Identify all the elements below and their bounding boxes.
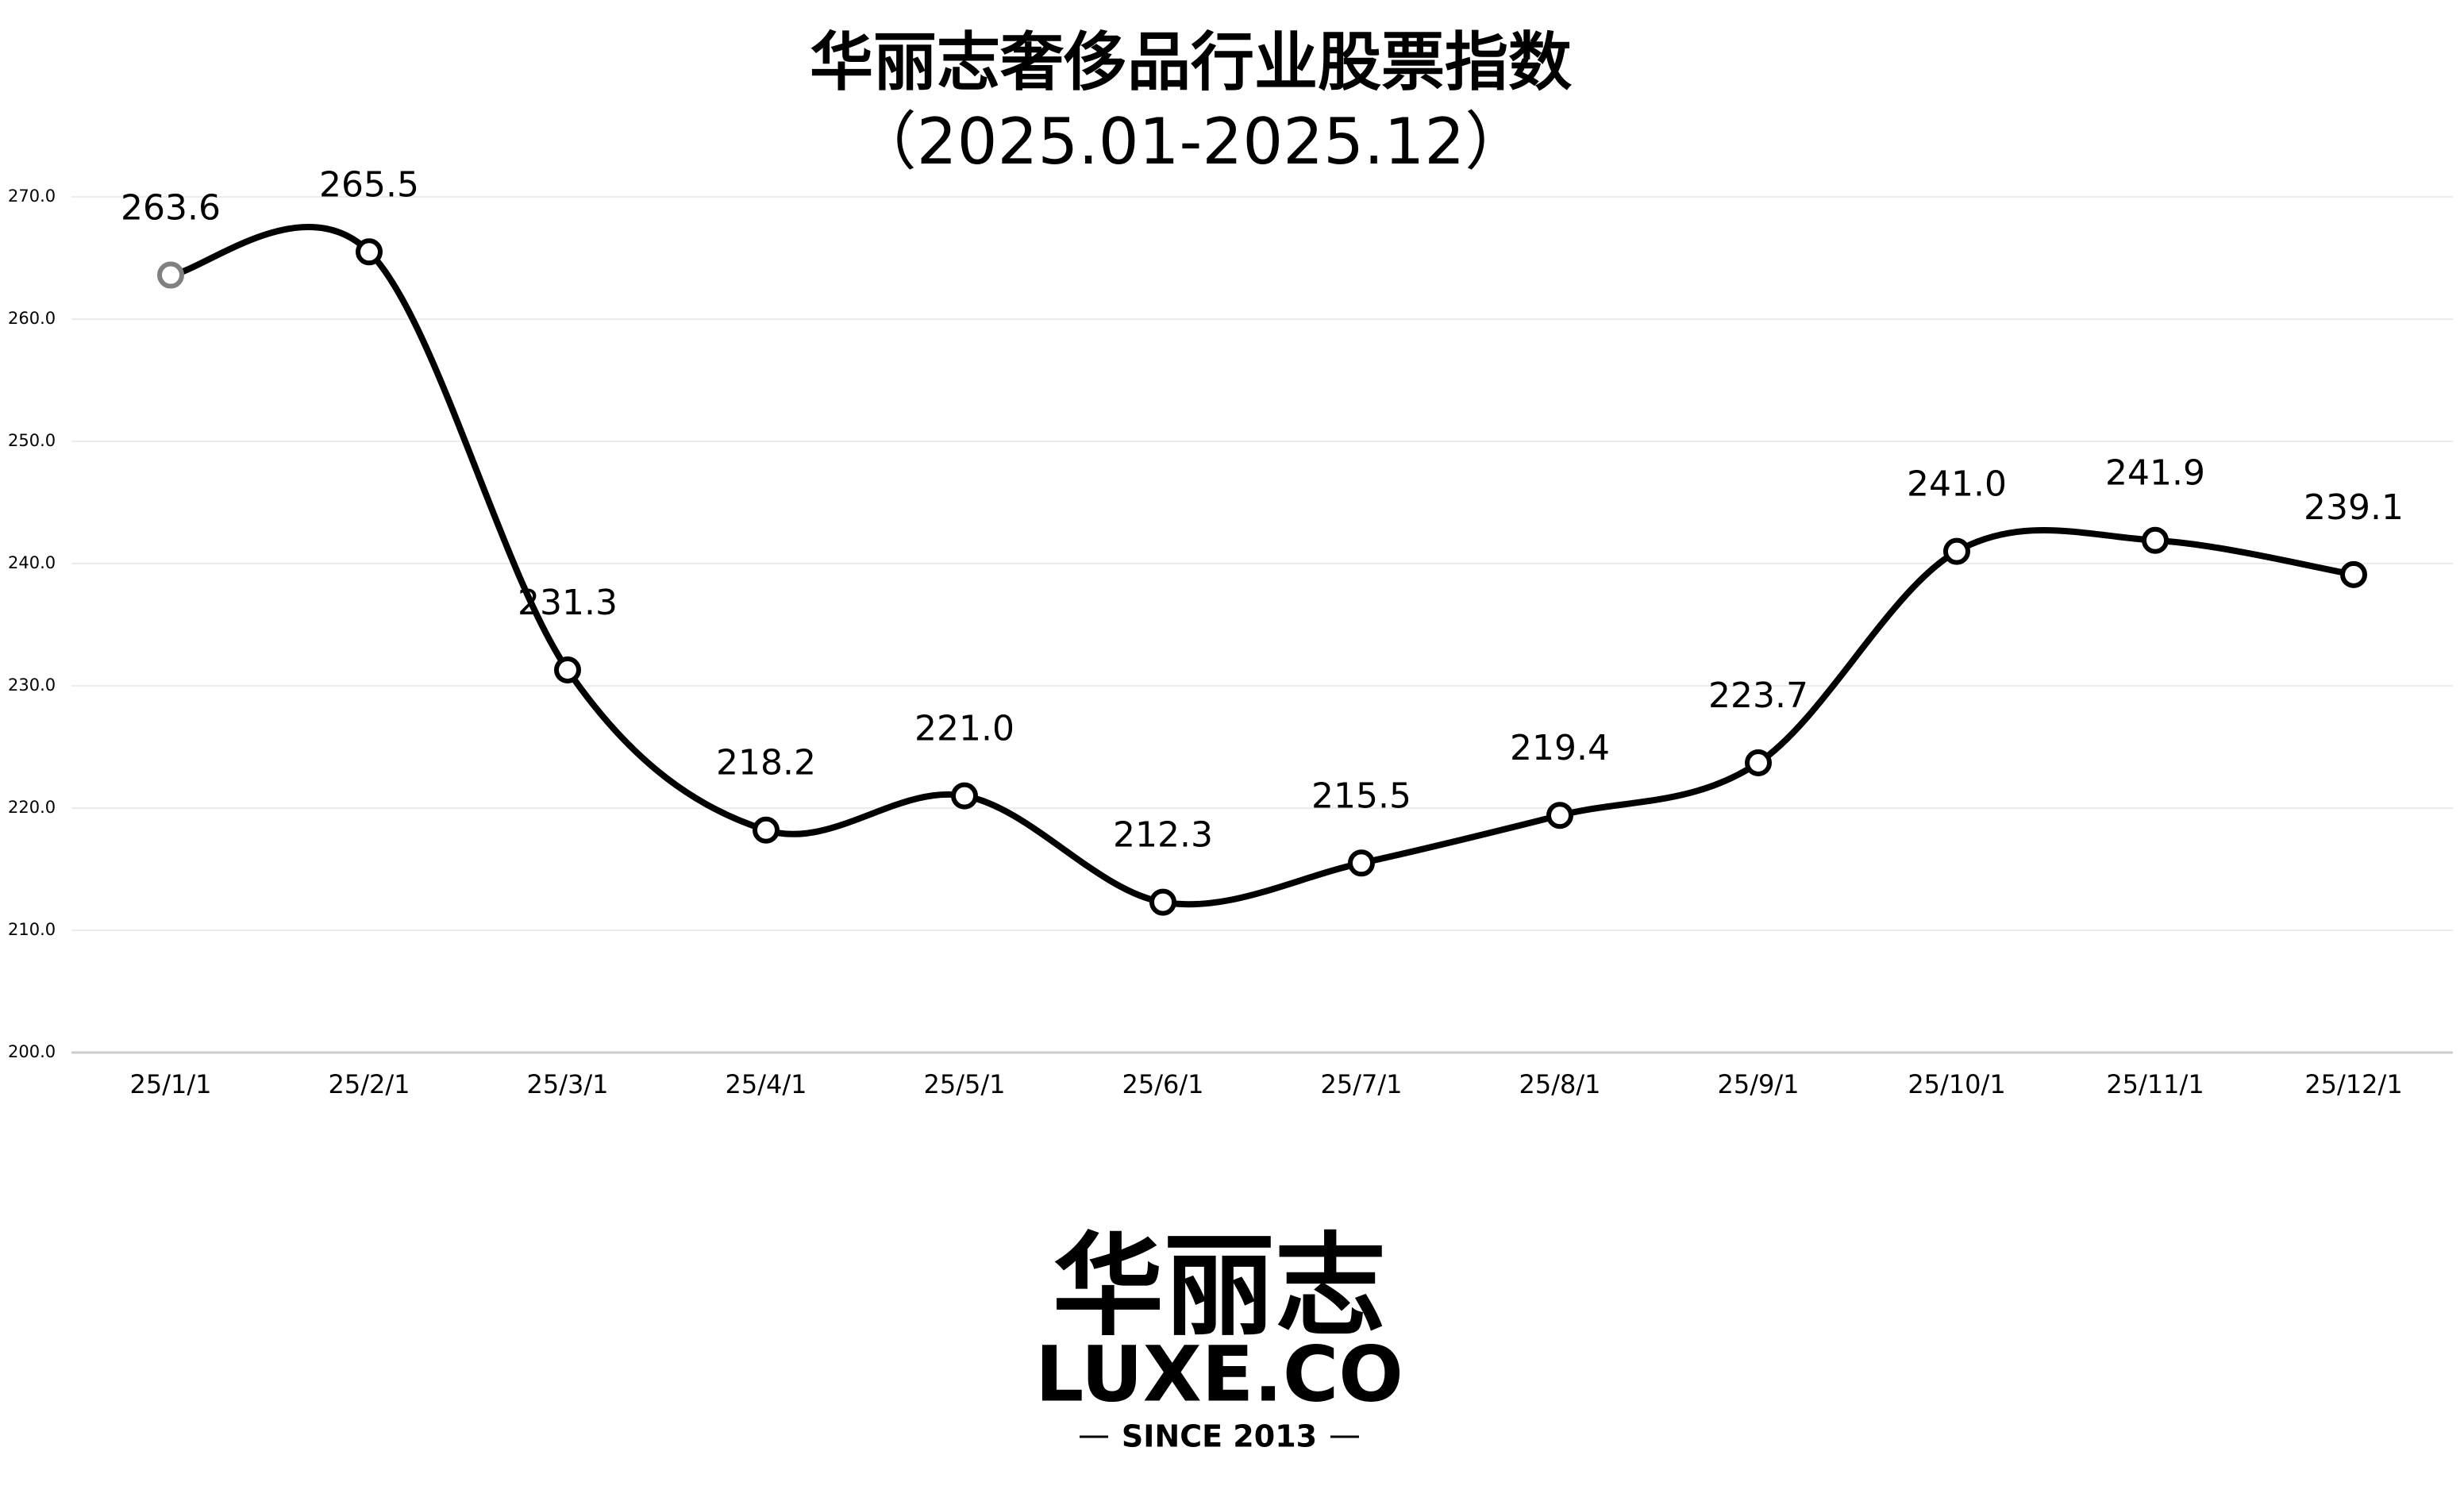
- x-tick-label: 25/8/1: [1519, 1069, 1601, 1099]
- marker: [2340, 560, 2367, 588]
- logo-brand: LUXE.CO: [1035, 1330, 1403, 1418]
- y-tick-label: 250.0: [8, 431, 56, 450]
- value-label: 219.4: [1510, 728, 1610, 768]
- x-tick-label: 25/6/1: [1122, 1069, 1204, 1099]
- logo-tagline: SINCE 2013: [1122, 1419, 1317, 1454]
- marker: [1943, 537, 1970, 565]
- value-label: 265.5: [319, 164, 419, 205]
- y-tick-label: 260.0: [8, 309, 56, 328]
- marker: [1546, 802, 1573, 829]
- x-tick-label: 25/12/1: [2304, 1069, 2402, 1099]
- marker: [1745, 749, 1772, 777]
- chart-subtitle: （2025.01-2025.12）: [853, 105, 1529, 179]
- value-label: 221.0: [914, 709, 1014, 749]
- y-tick-label: 230.0: [8, 676, 56, 695]
- y-tick-label: 220.0: [8, 798, 56, 817]
- value-label: 263.6: [121, 188, 221, 229]
- marker: [2142, 526, 2169, 554]
- y-tick-label: 270.0: [8, 187, 56, 206]
- marker: [554, 656, 581, 683]
- logo-name: 华丽志: [1053, 1222, 1386, 1352]
- x-tick-label: 25/11/1: [2106, 1069, 2204, 1099]
- x-tick-label: 25/9/1: [1718, 1069, 1800, 1099]
- marker: [951, 782, 978, 810]
- value-label: 215.5: [1311, 776, 1411, 816]
- marker: [1149, 888, 1176, 916]
- x-tick-label: 25/5/1: [924, 1069, 1006, 1099]
- value-label: 223.7: [1708, 676, 1808, 716]
- x-tick-label: 25/2/1: [329, 1069, 410, 1099]
- value-label: 218.2: [716, 743, 816, 783]
- x-tick-label: 25/10/1: [1908, 1069, 2005, 1099]
- y-tick-label: 200.0: [8, 1042, 56, 1061]
- marker: [1348, 849, 1375, 877]
- value-label: 212.3: [1113, 815, 1213, 856]
- value-label: 239.1: [2304, 487, 2404, 528]
- marker: [356, 238, 383, 266]
- marker: [157, 261, 184, 289]
- x-tick-label: 25/3/1: [527, 1069, 609, 1099]
- x-tick-label: 25/4/1: [726, 1069, 807, 1099]
- y-tick-label: 210.0: [8, 920, 56, 939]
- value-label: 231.3: [518, 583, 618, 623]
- chart-title: 华丽志奢侈品行业股票指数: [810, 25, 1572, 99]
- x-tick-label: 25/1/1: [130, 1069, 212, 1099]
- x-tick-label: 25/7/1: [1321, 1069, 1403, 1099]
- y-tick-label: 240.0: [8, 553, 56, 572]
- value-label: 241.0: [1907, 464, 2007, 505]
- marker: [753, 816, 780, 844]
- value-label: 241.9: [2105, 453, 2205, 494]
